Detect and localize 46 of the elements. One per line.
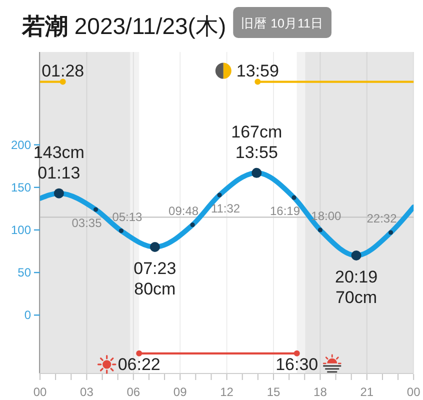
y-tick-label: 200 <box>10 138 32 152</box>
y-tick-label: 50 <box>18 266 32 280</box>
x-tick-label: 00 <box>406 385 421 399</box>
point <box>190 222 195 228</box>
x-tick-label: 03 <box>80 385 94 399</box>
x-tick-label: 18 <box>314 385 328 399</box>
annotation: 05:13 <box>112 210 143 224</box>
point <box>254 78 261 85</box>
y-tick-label: 150 <box>10 180 32 194</box>
point <box>60 78 66 85</box>
point <box>294 350 300 356</box>
point <box>93 207 98 212</box>
point <box>252 168 262 178</box>
data-label: 143cm 01:13 <box>33 142 84 182</box>
point <box>292 195 296 200</box>
x-tick-label: 21 <box>360 385 374 399</box>
annotation: 03:35 <box>72 216 102 230</box>
x-tick-label: 15 <box>266 385 280 399</box>
point <box>318 228 322 232</box>
annotation: 01:28 <box>42 61 84 80</box>
y-tick-label: 100 <box>10 222 32 237</box>
annotation: 06:22 <box>118 354 160 374</box>
y-tick-label: 0 <box>24 308 32 322</box>
chart-subtitle: 旧暦 10月11日 <box>241 16 324 30</box>
annotation: 09:48 <box>168 204 199 218</box>
point <box>351 250 362 260</box>
x-tick-label: 00 <box>33 385 47 399</box>
chart-title: 若潮 2023/11/23(木) <box>21 13 226 39</box>
annotation: 11:32 <box>210 202 240 216</box>
point <box>150 242 160 252</box>
point <box>217 192 222 198</box>
annotation: 16:30 <box>276 354 318 374</box>
data-label: 167cm 13:55 <box>231 122 282 162</box>
data-label: 07:23 80cm <box>134 258 176 298</box>
annotation: 13:59 <box>236 61 279 80</box>
point <box>388 230 394 235</box>
point <box>54 188 64 198</box>
data-label: 20:19 70cm <box>334 268 378 307</box>
annotation: 18:00 <box>311 208 342 223</box>
point <box>118 228 124 234</box>
x-tick-label: 09 <box>173 385 188 399</box>
annotation: 16:19 <box>270 204 300 218</box>
x-tick-label: 06 <box>126 385 140 399</box>
point <box>136 350 142 356</box>
x-tick-label: 12 <box>220 385 234 399</box>
annotation: 22:32 <box>366 212 398 226</box>
